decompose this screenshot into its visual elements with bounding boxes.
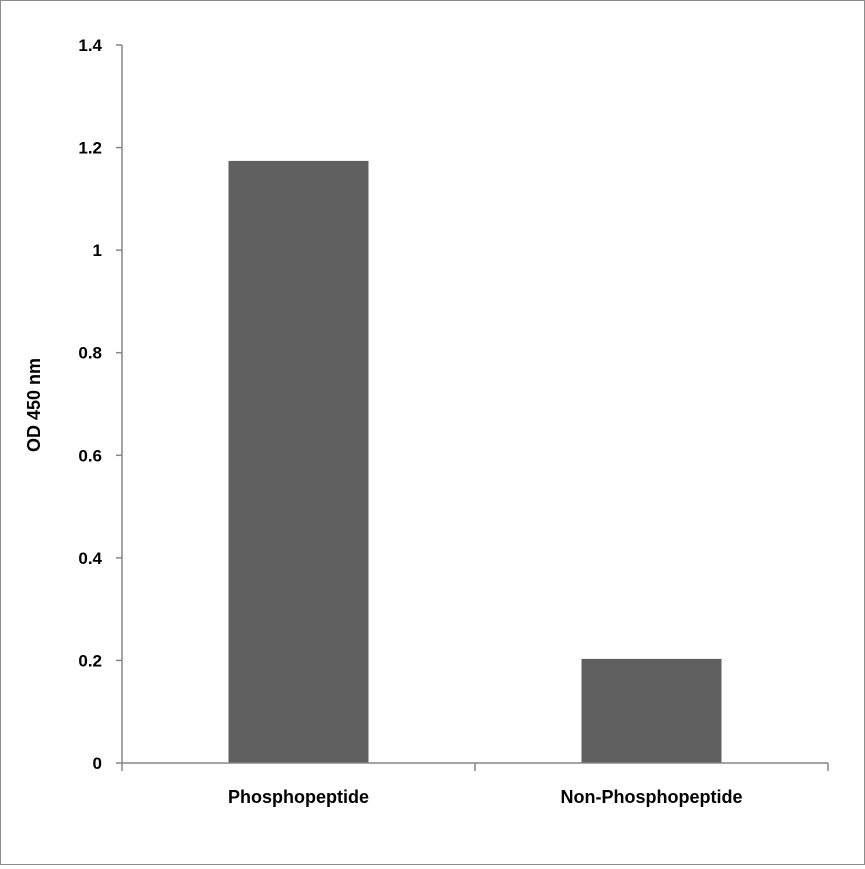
y-tick-label: 1 (93, 241, 102, 260)
bar-phosphopeptide (228, 160, 369, 764)
y-tick-label: 0.2 (78, 651, 102, 670)
x-tick-label: Phosphopeptide (228, 787, 369, 807)
y-tick-label: 0.8 (78, 344, 102, 363)
y-tick-label: 0.4 (78, 549, 102, 568)
y-tick-label: 1.4 (78, 36, 102, 55)
bar-non-phosphopeptide (581, 658, 722, 763)
x-tick-label: Non-Phosphopeptide (561, 787, 743, 807)
y-axis-label: OD 450 nm (24, 358, 44, 452)
y-tick-label: 1.2 (78, 139, 102, 158)
y-tick-label: 0.6 (78, 446, 102, 465)
y-tick-label: 0 (93, 754, 102, 773)
